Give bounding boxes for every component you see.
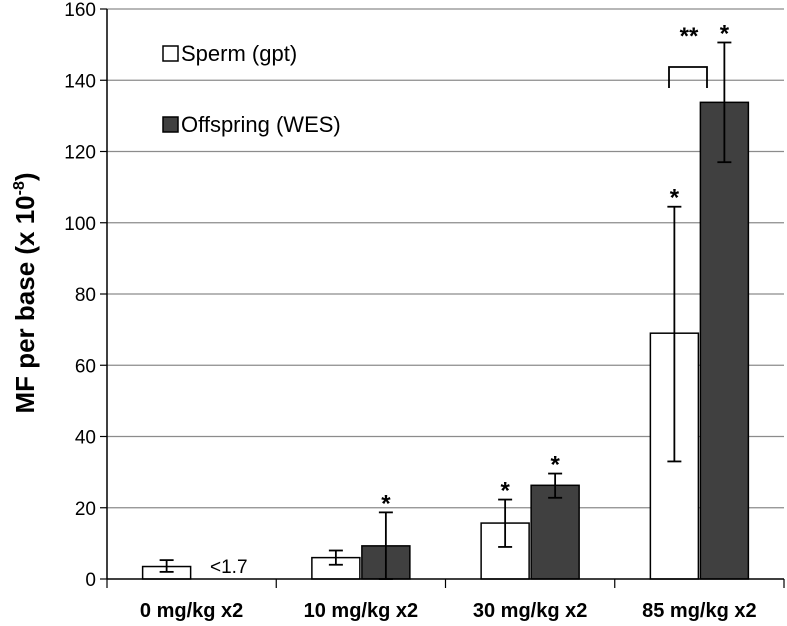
y-tick-label: 20: [75, 499, 96, 520]
y-tick-label: 60: [75, 356, 96, 377]
y-tick-label: 40: [75, 428, 96, 449]
y-tick-label: 80: [75, 285, 96, 306]
y-axis-label-end: ): [10, 172, 40, 181]
legend-swatch-offspring: [162, 116, 179, 133]
gridlines: [107, 8, 784, 509]
y-axis-label: MF per base (x 10-8): [10, 172, 40, 413]
comparison-bracket-line: [668, 66, 708, 88]
x-category-label: 10 mg/kg x2: [304, 600, 419, 622]
legend-label-sperm: Sperm (gpt): [181, 41, 297, 66]
significance-star: *: [381, 490, 391, 517]
bar: [699, 101, 750, 580]
y-tick-label: 120: [64, 143, 96, 164]
significance-star: *: [720, 20, 730, 47]
legend: Sperm (gpt) Offspring (WES): [162, 41, 341, 137]
x-axis-categories: 0 mg/kg x2 10 mg/kg x2 30 mg/kg x2 85 mg/kg…: [140, 600, 757, 622]
significance-stars: * ****: [381, 20, 730, 517]
error-bars: [159, 41, 732, 580]
y-tick-label: 100: [64, 214, 96, 235]
x-category-label: 30 mg/kg x2: [473, 600, 588, 622]
y-axis-label-main: MF per base (x 10: [10, 195, 40, 413]
comparison-marker: **: [680, 23, 699, 50]
legend-swatch-sperm: [162, 45, 179, 62]
y-axis-ticks: 0 20 40 60 80 100 120 140 160: [64, 0, 107, 591]
comparison-bracket: **: [668, 23, 708, 88]
x-category-label: 85 mg/kg x2: [642, 600, 757, 622]
significance-star: *: [670, 185, 680, 212]
legend-label-offspring: Offspring (WES): [181, 112, 341, 137]
significance-star: *: [550, 452, 560, 479]
y-axis-label-superscript: -8: [11, 181, 28, 195]
y-tick-label: 140: [64, 71, 96, 92]
significance-star: *: [500, 478, 510, 505]
y-tick-label: 160: [64, 0, 96, 21]
x-category-label: 0 mg/kg x2: [140, 600, 243, 622]
below-detection-label: <1.7: [210, 557, 248, 578]
axes: [106, 9, 785, 588]
y-tick-label: 0: [85, 570, 96, 591]
bar: [530, 484, 580, 580]
